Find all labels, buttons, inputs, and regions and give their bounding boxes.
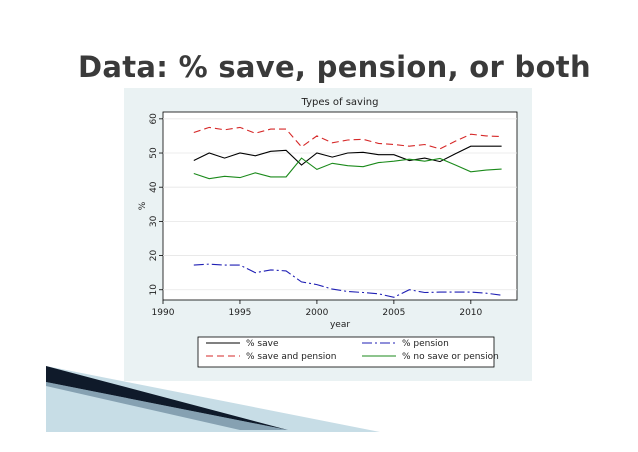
legend-label-3: % no save or pension	[402, 352, 499, 362]
line-chart: Types of saving 10 20 30 40 50 60 1990 1995 2000…	[138, 97, 518, 368]
series-line-save-and-pension	[193, 126, 502, 150]
y-tick-label-60: 60	[149, 113, 159, 125]
legend-label-0: % save	[246, 339, 279, 349]
x-tick-label-2005: 2005	[382, 308, 405, 318]
x-tick-label-1995: 1995	[229, 308, 252, 318]
legend: % save % pension % save and pension % no sa…	[197, 336, 499, 368]
chart-panel: Types of saving 10 20 30 40 50 60 1990 1995 2000…	[124, 88, 532, 381]
legend-label-1: % pension	[402, 339, 449, 349]
deco-light-wedge	[46, 366, 380, 432]
deco-mid-wedge	[46, 382, 288, 430]
legend-box	[197, 336, 495, 368]
y-tick-label-20: 20	[149, 250, 159, 262]
series-line-save	[193, 145, 502, 166]
plot-area	[162, 111, 518, 301]
chart-title: Types of saving	[301, 97, 379, 108]
axes: 10 20 30 40 50 60 1990 1995 2000 2005 2010	[149, 113, 483, 318]
x-tick-label-1990: 1990	[152, 308, 175, 318]
series-line-no-save-or-pension	[193, 157, 502, 180]
x-tick-label-2010: 2010	[459, 308, 482, 318]
y-tick-label-30: 30	[149, 215, 159, 227]
y-axis-label: %	[138, 201, 148, 210]
y-tick-label-50: 50	[149, 147, 159, 159]
series-line-pension	[193, 263, 502, 298]
x-axis-label: year	[330, 320, 350, 330]
y-tick-label-10: 10	[149, 284, 159, 296]
deco-dark-wedge	[46, 366, 288, 430]
legend-label-2: % save and pension	[246, 352, 337, 362]
slide-title: Data: % save, pension, or both	[78, 50, 591, 84]
y-tick-label-40: 40	[149, 181, 159, 193]
series-lines	[193, 126, 502, 298]
x-tick-label-2000: 2000	[305, 308, 328, 318]
